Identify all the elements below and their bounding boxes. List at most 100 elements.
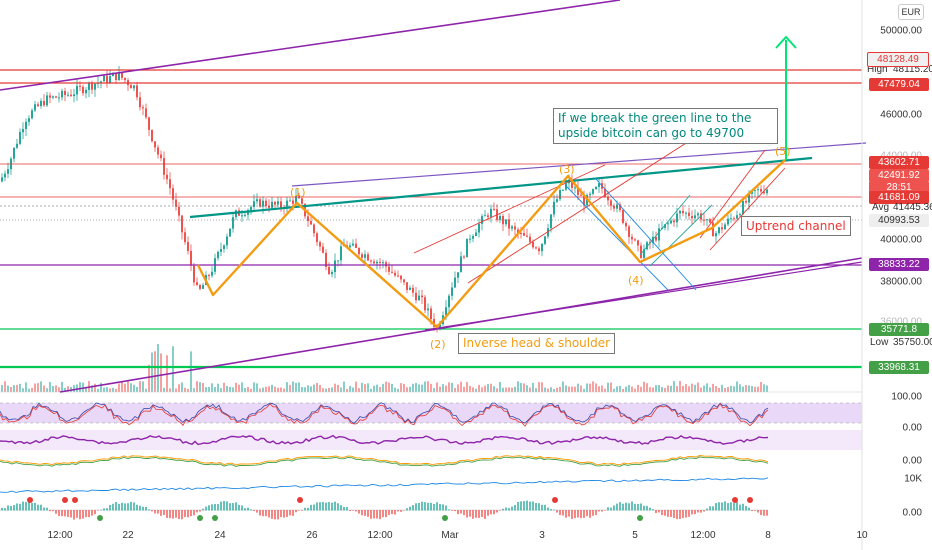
volume-bar bbox=[577, 383, 579, 392]
volume-bar bbox=[682, 385, 684, 392]
volume-bar bbox=[520, 383, 522, 392]
histogram-bar bbox=[118, 503, 120, 511]
candle-body bbox=[481, 216, 483, 224]
candle-body bbox=[733, 218, 735, 220]
histogram-bar bbox=[466, 510, 468, 518]
candle-body bbox=[460, 256, 462, 273]
histogram-bar bbox=[142, 506, 144, 511]
histogram-bar bbox=[361, 510, 363, 516]
volume-bar bbox=[145, 388, 147, 392]
volume-bar bbox=[190, 351, 192, 392]
candle-body bbox=[754, 190, 756, 192]
candle-body bbox=[133, 85, 135, 89]
candle-body bbox=[505, 219, 507, 225]
volume-bar bbox=[73, 385, 75, 392]
histogram-bar bbox=[208, 505, 210, 511]
candle-body bbox=[160, 154, 162, 159]
candle-body bbox=[679, 210, 681, 214]
currency-button[interactable]: EUR bbox=[898, 4, 924, 20]
candle-body bbox=[595, 186, 597, 190]
histogram-bar bbox=[400, 510, 402, 512]
histogram-bar bbox=[484, 510, 486, 519]
volume-bar bbox=[568, 386, 570, 392]
x-tick: 10 bbox=[856, 530, 868, 541]
candle-body bbox=[334, 260, 336, 273]
volume-bar bbox=[436, 382, 438, 392]
volume-bar bbox=[757, 386, 759, 392]
volume-bar bbox=[529, 387, 531, 392]
candle-body bbox=[748, 193, 750, 203]
volume-bar bbox=[496, 388, 498, 392]
volume-bar bbox=[580, 385, 582, 392]
candle-body bbox=[562, 189, 564, 191]
volume-bar bbox=[286, 382, 288, 392]
histogram-bar bbox=[202, 508, 204, 511]
candle-body bbox=[580, 194, 582, 196]
x-tick: 12:00 bbox=[367, 530, 393, 541]
level-tag: 43602.71 bbox=[869, 156, 929, 169]
candle-body bbox=[172, 188, 174, 200]
histogram-bar bbox=[502, 508, 504, 511]
volume-bar bbox=[160, 353, 162, 392]
histogram-bar bbox=[439, 503, 441, 511]
avg-value: 41445.36 bbox=[893, 202, 932, 213]
candle-body bbox=[676, 213, 678, 223]
histogram-bar bbox=[154, 510, 156, 514]
candle-body bbox=[124, 77, 126, 81]
candle-body bbox=[421, 295, 423, 298]
histogram-bar bbox=[133, 502, 135, 511]
volume-bar bbox=[703, 385, 705, 392]
candle-body bbox=[154, 141, 156, 148]
volume-bar bbox=[652, 387, 654, 392]
volume-bar bbox=[739, 384, 741, 392]
volume-bar bbox=[205, 387, 207, 392]
signal-dot bbox=[62, 497, 68, 503]
candle-body bbox=[136, 85, 138, 98]
histogram-bar bbox=[292, 510, 294, 516]
histogram-bar bbox=[187, 510, 189, 518]
candle-body bbox=[535, 247, 537, 249]
volume-bar bbox=[655, 385, 657, 392]
volume-bar bbox=[259, 388, 261, 392]
candle-body bbox=[130, 85, 132, 89]
candle-body bbox=[445, 307, 447, 316]
pattern-note: Inverse head & shoulder bbox=[458, 333, 616, 354]
candle-body bbox=[685, 212, 687, 214]
volume-bar bbox=[301, 387, 303, 392]
candle-body bbox=[316, 233, 318, 243]
level-tag: 33968.31 bbox=[869, 361, 929, 374]
histogram-bar bbox=[583, 510, 585, 518]
volume-bar bbox=[670, 385, 672, 392]
signal-dot bbox=[72, 497, 78, 503]
volume-bar bbox=[31, 387, 33, 392]
candle-body bbox=[703, 219, 705, 221]
histogram-bar bbox=[16, 503, 18, 511]
histogram-bar bbox=[346, 506, 348, 511]
candle-body bbox=[232, 217, 234, 229]
histogram-bar bbox=[286, 510, 288, 517]
histogram-bar bbox=[457, 510, 459, 515]
histogram-bar bbox=[517, 502, 519, 511]
volume-bar bbox=[265, 386, 267, 392]
signal-dot bbox=[27, 497, 33, 503]
uptrend-channel-upper bbox=[699, 149, 766, 239]
histogram-bar bbox=[694, 510, 696, 515]
histogram-bar bbox=[460, 510, 462, 514]
volume-bar bbox=[541, 382, 543, 392]
histogram-bar bbox=[697, 510, 699, 513]
candle-body bbox=[274, 201, 276, 205]
volume-bar bbox=[253, 382, 255, 392]
volume-bar bbox=[229, 386, 231, 392]
candle-body bbox=[37, 104, 39, 107]
histogram-bar bbox=[91, 510, 93, 516]
volume-bar bbox=[112, 387, 114, 392]
candle-body bbox=[520, 233, 522, 235]
candle-body bbox=[145, 108, 147, 118]
volume-bar bbox=[439, 386, 441, 392]
volume-bar bbox=[625, 386, 627, 392]
candle-body bbox=[142, 107, 144, 109]
histogram-bar bbox=[610, 507, 612, 511]
histogram-bar bbox=[358, 510, 360, 514]
histogram-bar bbox=[226, 501, 228, 511]
